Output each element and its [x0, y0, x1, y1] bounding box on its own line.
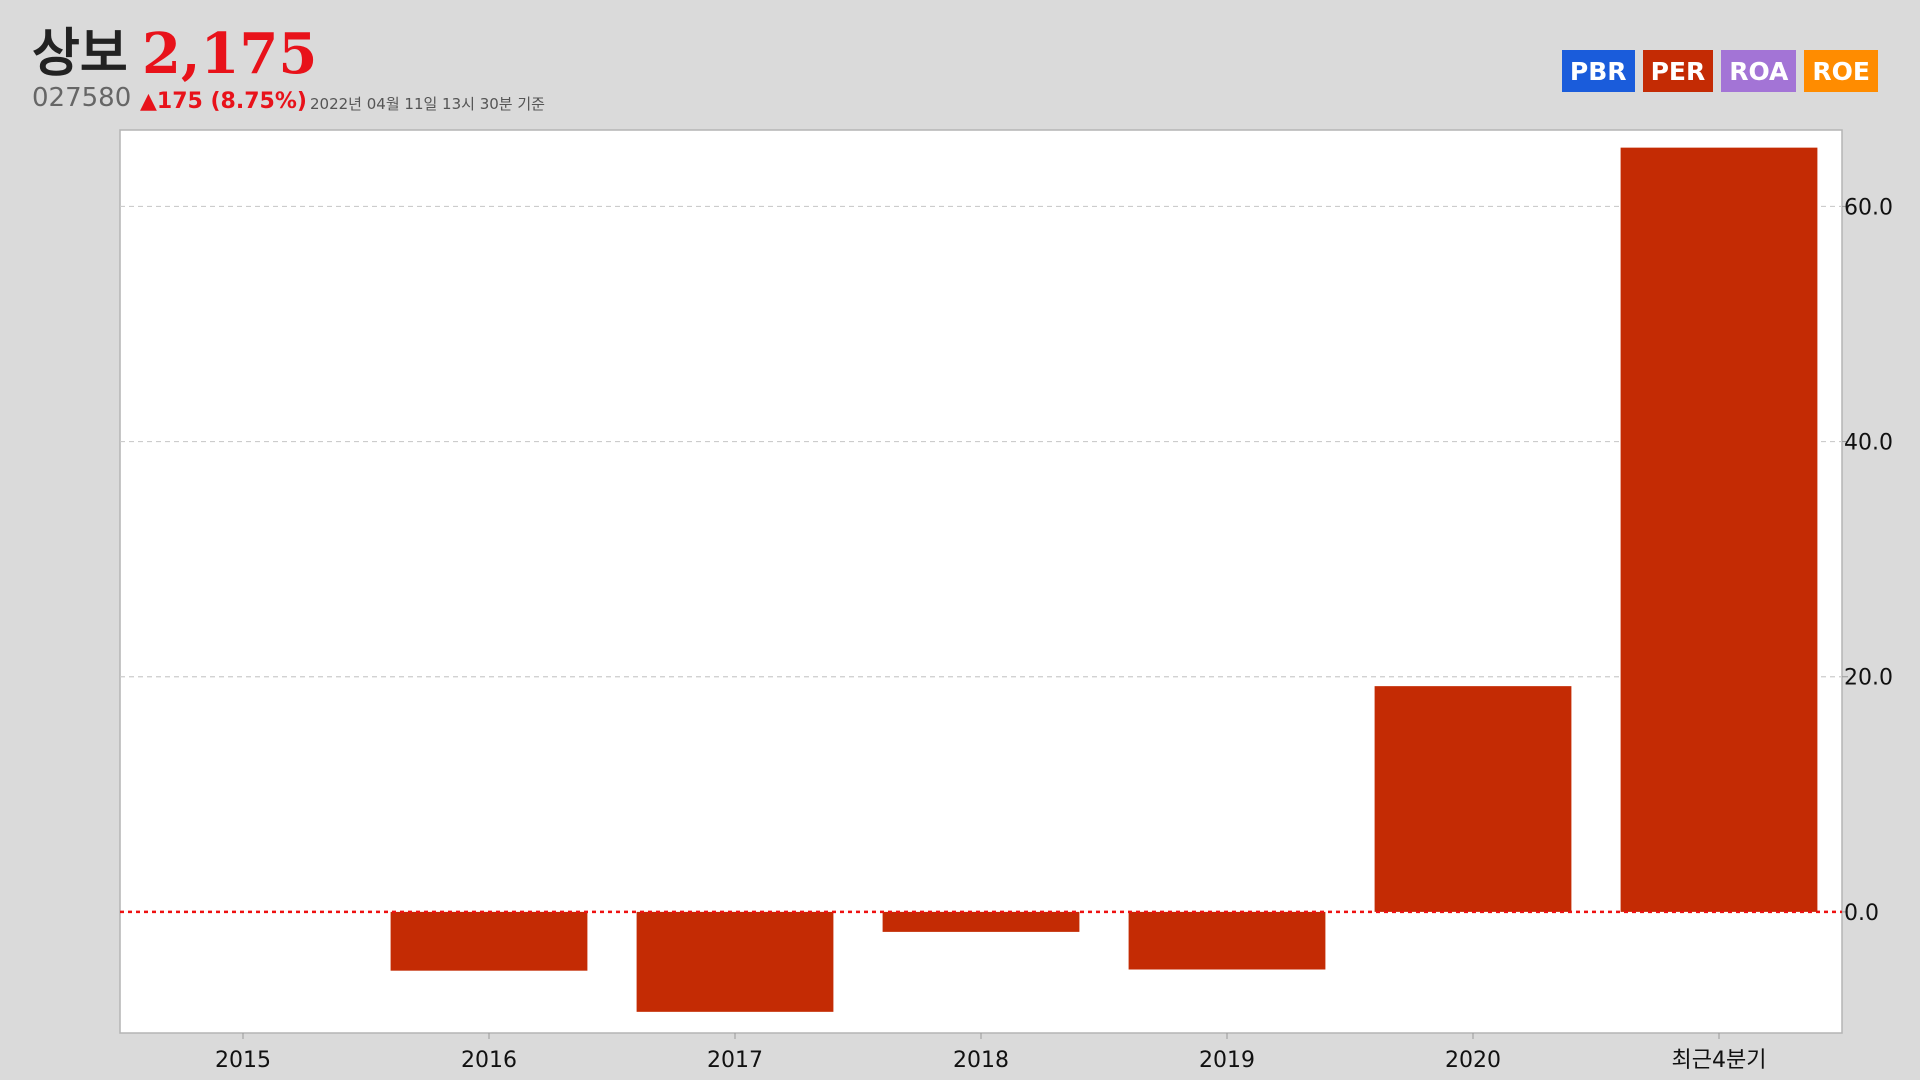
- price-change: ▲175 (8.75%): [140, 89, 307, 114]
- stock-name: 상보: [32, 24, 128, 84]
- bar-2018: [882, 911, 1080, 932]
- x-tick-label: 2018: [953, 1048, 1009, 1073]
- y-tick-label: 20.0: [1844, 666, 1893, 691]
- tab-pbr[interactable]: PBR: [1561, 50, 1635, 92]
- tab-per[interactable]: PER: [1642, 50, 1714, 92]
- y-tick-label: 0.0: [1844, 901, 1879, 926]
- stock-header: 상보 2,175 027580 ▲175 (8.75%) 2022년 04월 1…: [30, 22, 1890, 127]
- x-tick-label: 2020: [1445, 1048, 1501, 1073]
- x-axis: 2015 2016 2017 2018 2019 2020 최근4분기: [215, 1033, 1766, 1073]
- grid-lines: [120, 205, 1842, 678]
- stock-price: 2,175: [142, 21, 318, 87]
- x-tick-label: 최근4분기: [1672, 1048, 1767, 1073]
- bar-2016: [390, 911, 588, 971]
- stock-code: 027580: [32, 83, 132, 113]
- y-tick-label: 60.0: [1844, 195, 1893, 220]
- metric-tabs: PBR PER ROA ROE: [1561, 50, 1878, 92]
- y-tick-label: 40.0: [1844, 431, 1893, 456]
- y-axis: 0.0 20.0 40.0 60.0: [1842, 195, 1893, 926]
- bar-2017: [636, 911, 834, 1012]
- timestamp: 2022년 04월 11일 13시 30분 기준: [310, 95, 545, 113]
- x-tick-label: 2015: [215, 1048, 271, 1073]
- plot-area: [119, 129, 1843, 1034]
- x-tick-label: 2016: [461, 1048, 517, 1073]
- bar-2020: [1374, 686, 1572, 912]
- bars: [390, 147, 1818, 1012]
- tab-roe[interactable]: ROE: [1804, 50, 1878, 92]
- x-tick-label: 2019: [1199, 1048, 1255, 1073]
- bar-최근4분기: [1620, 147, 1818, 912]
- bar-2019: [1128, 911, 1326, 970]
- x-tick-label: 2017: [707, 1048, 763, 1073]
- tab-roa[interactable]: ROA: [1721, 50, 1797, 92]
